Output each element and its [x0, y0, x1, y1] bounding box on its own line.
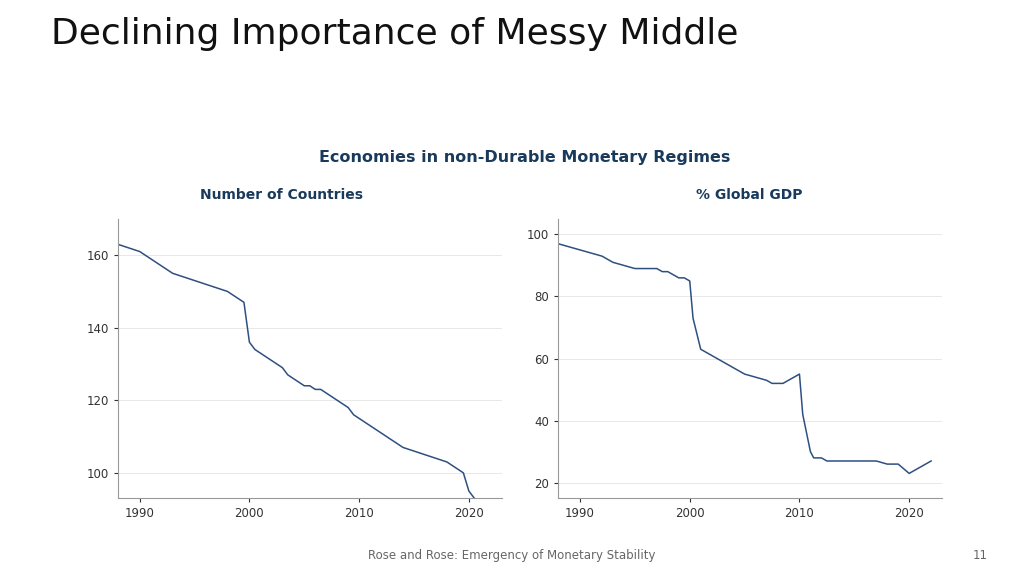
Text: Number of Countries: Number of Countries — [200, 188, 362, 202]
Text: Declining Importance of Messy Middle: Declining Importance of Messy Middle — [51, 17, 738, 51]
Text: % Global GDP: % Global GDP — [696, 188, 803, 202]
Text: Rose and Rose: Emergency of Monetary Stability: Rose and Rose: Emergency of Monetary Sta… — [369, 548, 655, 562]
Text: 11: 11 — [973, 548, 988, 562]
Text: Economies in non-Durable Monetary Regimes: Economies in non-Durable Monetary Regime… — [319, 150, 730, 165]
